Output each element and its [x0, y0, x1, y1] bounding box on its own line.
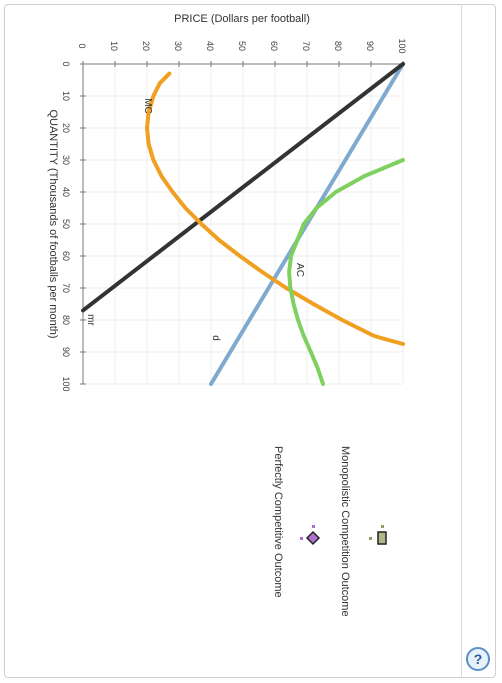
quantity-tick-label: 30: [61, 155, 71, 165]
legend-marker-dot: [300, 537, 303, 540]
price-tick-label: 100: [397, 38, 407, 53]
quantity-tick-label: 80: [61, 315, 71, 325]
x-axis-label: QUANTITY (Thousands of footballs per mon…: [47, 109, 59, 338]
quantity-tick-label: 70: [61, 283, 71, 293]
panel-divider: [461, 4, 462, 678]
curve-label-mc: MC: [142, 98, 153, 114]
legend-label: Perfectly Competitive Outcome: [272, 446, 284, 598]
curve-ac: [287, 158, 405, 386]
quantity-tick-label: 40: [61, 187, 71, 197]
curves: [81, 62, 405, 386]
price-tick-label: 50: [237, 41, 247, 51]
legend-square-marker: [377, 531, 387, 545]
curve-label-mr: mr: [85, 314, 96, 326]
legend-marker-dot: [312, 525, 315, 528]
quantity-tick-label: 10: [61, 91, 71, 101]
curve-mr: [81, 62, 405, 313]
curve-label-ac: AC: [294, 263, 305, 277]
quantity-tick-label: 0: [61, 61, 71, 66]
price-tick-label: 70: [301, 41, 311, 51]
legend-label: Monopolistic Competition Outcome: [339, 446, 351, 617]
plot-layer: 0 10 20 30 40 50 60 70 80 90 100 0 10 20 30 40 50 60 70 80 9…: [61, 38, 407, 391]
price-tick-label: 10: [109, 41, 119, 51]
y-axis-label: PRICE (Dollars per football): [174, 13, 310, 25]
grid: [82, 63, 404, 385]
price-tick-label: 0: [77, 43, 87, 48]
legend-diamond-marker: [305, 530, 321, 546]
quantity-tick-label: 50: [61, 219, 71, 229]
price-tick-label: 30: [173, 41, 183, 51]
price-tick-label: 90: [365, 41, 375, 51]
quantity-tick-label: 60: [61, 251, 71, 261]
tick-labels: 0 10 20 30 40 50 60 70 80 90 100 0 10 20 30 40 50 60 70 80 9…: [61, 38, 407, 391]
curve-d: [209, 62, 405, 386]
legend-marker-dot: [381, 525, 384, 528]
quantity-tick-label: 100: [61, 376, 71, 391]
price-tick-label: 80: [333, 41, 343, 51]
price-tick-label: 40: [205, 41, 215, 51]
quantity-tick-label: 20: [61, 123, 71, 133]
curve-labels: MC AC d mr: [85, 98, 305, 341]
help-button[interactable]: ?: [466, 647, 490, 671]
legend: Monopolistic Competition Outcome Perfectl…: [272, 446, 387, 617]
price-tick-label: 60: [269, 41, 279, 51]
chart-panel: [4, 4, 496, 678]
price-tick-label: 20: [141, 41, 151, 51]
legend-marker-dot: [369, 537, 372, 540]
curve-label-d: d: [210, 335, 221, 341]
curve-mc: [145, 71, 405, 346]
quantity-tick-label: 90: [61, 347, 71, 357]
